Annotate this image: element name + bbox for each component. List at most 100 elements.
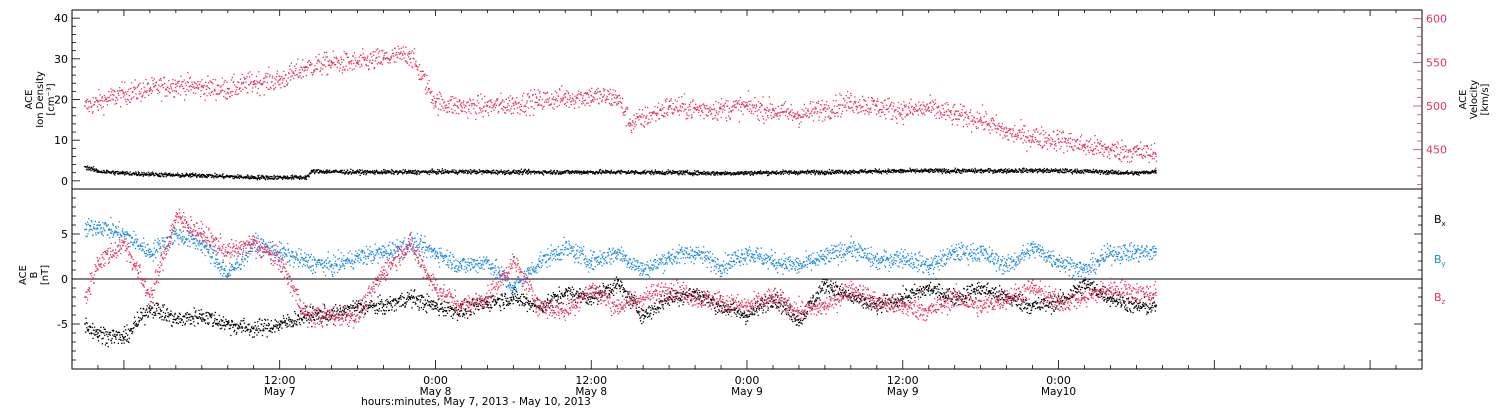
data-point	[689, 104, 690, 105]
data-point	[722, 109, 723, 110]
data-point	[471, 173, 472, 174]
data-point	[535, 94, 536, 95]
data-point	[945, 103, 946, 104]
data-point	[434, 105, 435, 106]
data-point	[448, 101, 449, 102]
data-point	[111, 98, 112, 99]
data-point	[100, 100, 101, 101]
data-point	[702, 172, 703, 173]
data-point	[833, 112, 834, 113]
data-point	[842, 105, 843, 106]
data-point	[1067, 140, 1068, 141]
data-point	[343, 172, 344, 173]
data-point	[881, 173, 882, 174]
data-point	[938, 171, 939, 172]
data-point	[1045, 132, 1046, 133]
data-point	[121, 81, 122, 82]
data-point	[140, 83, 141, 84]
data-point	[407, 54, 408, 55]
data-point	[1025, 125, 1026, 126]
data-point	[433, 170, 434, 171]
data-point	[275, 87, 276, 88]
data-point	[914, 107, 915, 108]
data-point	[523, 111, 524, 112]
data-point	[250, 83, 251, 84]
data-point	[319, 54, 320, 55]
data-point	[443, 170, 444, 171]
data-point	[697, 109, 698, 110]
data-point	[1094, 142, 1095, 143]
data-point	[1093, 150, 1094, 151]
data-point	[262, 83, 263, 84]
data-point	[1020, 119, 1021, 120]
data-point	[132, 92, 133, 93]
data-point	[893, 106, 894, 107]
data-point	[695, 104, 696, 105]
data-point	[948, 115, 949, 116]
data-point	[1018, 171, 1019, 172]
data-point	[416, 65, 417, 66]
data-point	[878, 170, 879, 171]
data-point	[705, 108, 706, 109]
data-point	[980, 117, 981, 118]
data-point	[708, 108, 709, 109]
data-point	[380, 63, 381, 64]
data-point	[962, 115, 963, 116]
data-point	[993, 120, 994, 121]
data-point	[94, 104, 95, 105]
data-point	[724, 106, 725, 107]
data-point	[1035, 168, 1036, 169]
data-point	[825, 111, 826, 112]
data-point	[976, 118, 977, 119]
data-point	[480, 109, 481, 110]
data-point	[518, 102, 519, 103]
data-point	[469, 99, 470, 100]
data-point	[813, 120, 814, 121]
data-point	[1068, 138, 1069, 139]
data-point	[126, 94, 127, 95]
data-point	[766, 110, 767, 111]
data-point	[528, 93, 529, 94]
data-point	[295, 68, 296, 69]
data-point	[422, 76, 423, 77]
data-point	[590, 100, 591, 101]
data-anchor	[123, 92, 125, 94]
data-point	[589, 89, 590, 90]
data-point	[767, 115, 768, 116]
data-point	[811, 115, 812, 116]
data-point	[1030, 136, 1031, 137]
data-point	[309, 60, 310, 61]
data-point	[568, 93, 569, 94]
data-point	[804, 172, 805, 173]
data-point	[1086, 140, 1087, 141]
data-point	[1049, 139, 1050, 140]
data-point	[502, 99, 503, 100]
data-point	[1017, 137, 1018, 138]
data-point	[812, 101, 813, 102]
data-point	[516, 104, 517, 105]
data-point	[743, 101, 744, 102]
data-point	[935, 103, 936, 104]
data-point	[961, 172, 962, 173]
data-point	[842, 171, 843, 172]
data-point	[592, 99, 593, 100]
data-point	[1001, 169, 1002, 170]
data-point	[120, 90, 121, 91]
data-point	[425, 89, 426, 90]
data-point	[1062, 138, 1063, 139]
data-point	[879, 172, 880, 173]
data-point	[806, 112, 807, 113]
data-point	[581, 171, 582, 172]
data-point	[185, 83, 186, 84]
data-point	[1151, 144, 1152, 145]
data-point	[678, 97, 679, 98]
data-point	[550, 170, 551, 171]
data-point	[977, 112, 978, 113]
data-point	[429, 80, 430, 81]
data-point	[215, 100, 216, 101]
data-point	[140, 93, 141, 94]
data-point	[547, 98, 548, 99]
data-point	[205, 82, 206, 83]
data-point	[496, 173, 497, 174]
data-point	[747, 109, 748, 110]
